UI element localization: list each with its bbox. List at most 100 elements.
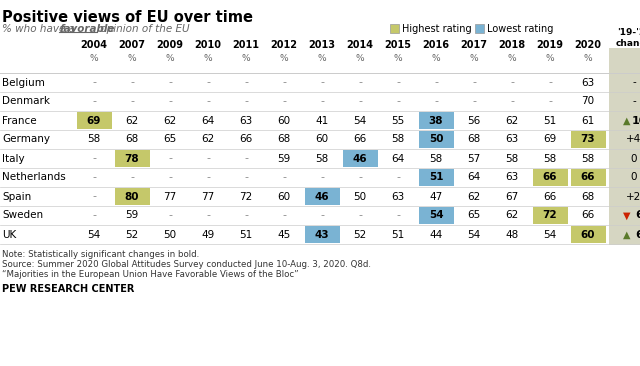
Text: -: - [282,97,286,107]
Bar [570,169,605,186]
Text: -: - [92,78,96,87]
Text: 51: 51 [543,116,557,126]
Text: 58: 58 [543,153,557,164]
Text: 2017: 2017 [461,40,488,50]
Text: “Majorities in the European Union Have Favorable Views of the Bloc”: “Majorities in the European Union Have F… [2,270,299,279]
Text: 2012: 2012 [271,40,298,50]
Text: %: % [508,54,516,63]
Text: 51: 51 [239,229,253,239]
Text: %: % [242,54,250,63]
Text: 68: 68 [467,134,481,145]
Text: 60: 60 [580,229,595,239]
Text: -: - [434,97,438,107]
Text: %: % [280,54,288,63]
Text: 72: 72 [543,210,557,220]
Text: -: - [358,210,362,220]
Text: 0: 0 [631,153,637,164]
Bar [305,226,339,243]
Text: -: - [168,172,172,183]
Text: 2014: 2014 [346,40,374,50]
Text: 2020: 2020 [575,40,602,50]
Text: 66: 66 [580,172,595,183]
Text: 2010: 2010 [195,40,221,50]
Text: Highest rating: Highest rating [402,23,472,34]
Text: 2011: 2011 [232,40,259,50]
Bar [475,24,484,33]
Text: Denmark: Denmark [2,97,50,107]
Text: 59: 59 [277,153,291,164]
Text: -: - [320,97,324,107]
Text: -: - [92,153,96,164]
Text: 65: 65 [163,134,177,145]
Text: 45: 45 [277,229,291,239]
Text: -: - [396,78,400,87]
Text: 58: 58 [88,134,100,145]
Text: -: - [548,78,552,87]
Bar [390,24,399,33]
Text: -: - [206,210,210,220]
Text: 65: 65 [467,210,481,220]
Text: 60: 60 [277,116,291,126]
Text: 2013: 2013 [308,40,335,50]
Text: 62: 62 [467,191,481,202]
Text: 58: 58 [506,153,518,164]
Text: 2016: 2016 [422,40,449,50]
Text: 62: 62 [125,116,139,126]
Text: 52: 52 [353,229,367,239]
Text: UK: UK [2,229,16,239]
Text: 46: 46 [353,153,367,164]
Text: %: % [90,54,99,63]
Text: ▼: ▼ [623,210,631,220]
Text: 50: 50 [353,191,367,202]
Text: 63: 63 [581,78,595,87]
Bar [419,112,454,129]
Bar [342,150,378,167]
Text: 62: 62 [506,116,518,126]
Text: 70: 70 [581,97,595,107]
Text: Source: Summer 2020 Global Attitudes Survey conducted June 10-Aug. 3, 2020. Q8d.: Source: Summer 2020 Global Attitudes Sur… [2,260,371,269]
Text: 62: 62 [202,134,214,145]
Text: -: - [206,153,210,164]
Text: %: % [317,54,326,63]
Text: 0: 0 [631,172,637,183]
Text: -: - [396,210,400,220]
Text: -: - [282,172,286,183]
Text: -: - [320,172,324,183]
Text: 52: 52 [125,229,139,239]
Bar [115,150,150,167]
Text: 47: 47 [429,191,443,202]
Text: 66: 66 [543,172,557,183]
Text: 80: 80 [125,191,140,202]
Text: 58: 58 [429,153,443,164]
Text: 58: 58 [392,134,404,145]
Text: 49: 49 [202,229,214,239]
Text: 43: 43 [315,229,330,239]
Text: -: - [244,97,248,107]
Text: 6: 6 [635,229,640,239]
Text: 63: 63 [506,172,518,183]
Text: 10: 10 [631,116,640,126]
Text: -: - [244,153,248,164]
Text: 58: 58 [581,153,595,164]
Text: Italy: Italy [2,153,24,164]
Text: -: - [130,97,134,107]
Text: 57: 57 [467,153,481,164]
Text: 58: 58 [316,153,328,164]
Text: 69: 69 [87,116,101,126]
Text: 54: 54 [467,229,481,239]
Text: -: - [358,172,362,183]
Text: -: - [130,78,134,87]
Text: -: - [320,78,324,87]
Bar [570,131,605,148]
Text: % who have a: % who have a [2,24,78,34]
Text: 77: 77 [202,191,214,202]
Text: 64: 64 [202,116,214,126]
Text: France: France [2,116,36,126]
Text: -: - [168,97,172,107]
Text: 54: 54 [88,229,100,239]
Text: 50: 50 [429,134,444,145]
Text: %: % [546,54,554,63]
Text: 55: 55 [392,116,404,126]
Text: Lowest rating: Lowest rating [487,23,554,34]
Text: %: % [356,54,364,63]
